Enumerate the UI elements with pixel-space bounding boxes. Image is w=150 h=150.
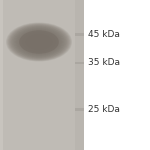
Ellipse shape <box>8 24 70 60</box>
Ellipse shape <box>13 26 65 58</box>
Ellipse shape <box>11 25 67 58</box>
Ellipse shape <box>13 27 65 57</box>
Ellipse shape <box>17 29 61 55</box>
Ellipse shape <box>8 23 70 60</box>
Text: 45 kDa: 45 kDa <box>88 30 120 39</box>
Bar <box>75 33 84 36</box>
Ellipse shape <box>9 24 69 60</box>
Text: 35 kDa: 35 kDa <box>88 58 120 68</box>
Ellipse shape <box>15 28 63 56</box>
Bar <box>3 0 75 150</box>
Ellipse shape <box>6 22 72 62</box>
Bar <box>75 0 84 150</box>
Ellipse shape <box>7 23 71 61</box>
Ellipse shape <box>18 29 60 55</box>
Ellipse shape <box>12 26 66 58</box>
Ellipse shape <box>10 25 68 59</box>
Text: 25 kDa: 25 kDa <box>88 105 120 114</box>
Ellipse shape <box>19 30 59 54</box>
Ellipse shape <box>16 28 62 56</box>
Ellipse shape <box>14 27 64 57</box>
Bar <box>75 62 84 64</box>
Bar <box>0 0 84 150</box>
Bar <box>75 108 84 111</box>
